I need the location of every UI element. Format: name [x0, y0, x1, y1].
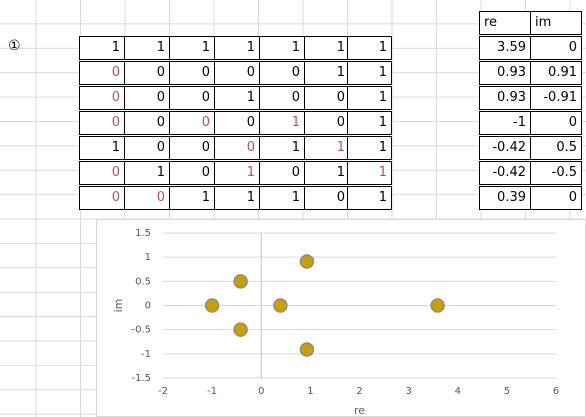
eigen-cell[interactable]: 0.93: [479, 86, 531, 110]
eigen-cell[interactable]: -0.91: [530, 86, 582, 110]
y-tick-label: -0.5: [131, 325, 151, 336]
x-tick-label: 1: [307, 386, 313, 397]
matrix-cell[interactable]: 1: [304, 161, 350, 185]
data-point: [273, 298, 288, 313]
matrix-cell[interactable]: 0: [214, 111, 260, 135]
x-tick-label: -1: [207, 386, 217, 397]
matrix-cell[interactable]: 0: [79, 86, 125, 110]
matrix-cell[interactable]: 0: [304, 86, 350, 110]
eigen-cell[interactable]: 0: [530, 111, 582, 135]
matrix-cell[interactable]: 0: [214, 136, 260, 160]
matrix-cell[interactable]: 1: [347, 36, 392, 60]
matrix-cell[interactable]: 1: [169, 186, 215, 210]
eigen-header-im[interactable]: im: [530, 11, 582, 35]
matrix-cell[interactable]: 1: [124, 161, 170, 185]
eigen-cell[interactable]: 0.93: [479, 61, 531, 85]
matrix-cell[interactable]: 1: [304, 61, 350, 85]
matrix-cell[interactable]: 1: [304, 136, 350, 160]
matrix-cell[interactable]: 0: [259, 86, 305, 110]
matrix-cell[interactable]: 1: [347, 111, 392, 135]
x-tick-label: 4: [455, 386, 461, 397]
eigen-header-re[interactable]: re: [479, 11, 531, 35]
matrix-cell[interactable]: 1: [214, 36, 260, 60]
y-axis-label: im: [112, 299, 125, 313]
matrix-cell[interactable]: 1: [347, 61, 392, 85]
matrix-cell[interactable]: 0: [169, 111, 215, 135]
data-point: [204, 298, 220, 313]
matrix-cell[interactable]: 0: [169, 161, 215, 185]
scatter-plot-svg: 1.5 1 0.5 0 -0.5 -1 -1.5 -2 -1 0 1 2 3 4 5 6 re im: [112, 228, 559, 416]
matrix-cell[interactable]: 1: [124, 36, 170, 60]
matrix-cell[interactable]: 0: [79, 186, 125, 210]
matrix-cell[interactable]: 1: [259, 136, 305, 160]
matrix-cell[interactable]: 0: [79, 61, 125, 85]
matrix-cell[interactable]: 1: [214, 186, 260, 210]
eigen-cell[interactable]: 0: [530, 36, 582, 60]
matrix-cell[interactable]: 0: [259, 161, 305, 185]
matrix-cell[interactable]: 1: [214, 86, 260, 110]
matrix-cell[interactable]: 0: [124, 111, 170, 135]
matrix-cell[interactable]: 1: [259, 111, 305, 135]
data-point: [299, 342, 315, 357]
matrix-cell[interactable]: 0: [124, 186, 170, 210]
matrix-cell[interactable]: 1: [347, 161, 392, 185]
matrix-cell[interactable]: 1: [347, 186, 392, 210]
y-tick-label: -1: [141, 349, 151, 360]
matrix-cell[interactable]: 1: [259, 186, 305, 210]
x-tick-label: -2: [158, 386, 168, 397]
matrix-cell[interactable]: 0: [304, 111, 350, 135]
y-tick-label: 1.5: [135, 228, 151, 239]
x-tick-label: 3: [405, 386, 411, 397]
data-point: [299, 254, 315, 269]
x-tick-label: 2: [356, 386, 362, 397]
matrix-cell[interactable]: 0: [79, 161, 125, 185]
y-tick-label: -1.5: [131, 373, 151, 384]
matrix-cell[interactable]: 1: [169, 36, 215, 60]
eigen-cell[interactable]: 0.39: [479, 186, 531, 210]
eigen-cell[interactable]: 0: [530, 186, 582, 210]
matrix-cell[interactable]: 1: [259, 36, 305, 60]
eigen-cell[interactable]: -1: [479, 111, 531, 135]
matrix-cell[interactable]: 0: [169, 86, 215, 110]
eigen-cell[interactable]: 0.5: [530, 136, 582, 160]
data-point: [233, 322, 248, 337]
matrix-cell[interactable]: 0: [304, 186, 350, 210]
eigen-cell[interactable]: -0.42: [479, 161, 531, 185]
matrix-cell[interactable]: 1: [347, 86, 392, 110]
x-tick-label: 0: [258, 386, 264, 397]
eigen-cell[interactable]: 0.91: [530, 61, 582, 85]
matrix-cell[interactable]: 0: [214, 61, 260, 85]
matrix-cell[interactable]: 0: [169, 136, 215, 160]
matrix-cell[interactable]: 0: [124, 136, 170, 160]
x-tick-label: 5: [504, 386, 510, 397]
matrix-cell[interactable]: 1: [79, 136, 125, 160]
y-tick-label: 1: [145, 252, 151, 263]
eigen-cell[interactable]: -0.5: [530, 161, 582, 185]
matrix-cell[interactable]: 0: [259, 61, 305, 85]
matrix-cell[interactable]: 0: [79, 111, 125, 135]
eigen-cell[interactable]: -0.42: [479, 136, 531, 160]
y-tick-label: 0: [145, 301, 151, 312]
matrix-cell[interactable]: 1: [79, 36, 125, 60]
matrix-cell[interactable]: 0: [124, 86, 170, 110]
data-point: [233, 274, 248, 289]
eigenvalue-scatter-chart[interactable]: 1.5 1 0.5 0 -0.5 -1 -1.5 -2 -1 0 1 2 3 4 5 6 re im: [96, 219, 586, 417]
matrix-cell[interactable]: 1: [347, 136, 392, 160]
x-tick-label: 6: [553, 386, 559, 397]
row-marker: ①: [8, 38, 21, 54]
matrix-cell[interactable]: 0: [124, 61, 170, 85]
x-axis-label: re: [354, 404, 365, 416]
matrix-cell[interactable]: 0: [169, 61, 215, 85]
matrix-cell[interactable]: 1: [214, 161, 260, 185]
y-tick-label: 0.5: [135, 276, 151, 287]
matrix-cell[interactable]: 1: [304, 36, 350, 60]
eigen-cell[interactable]: 3.59: [479, 36, 531, 60]
data-point: [430, 298, 445, 313]
